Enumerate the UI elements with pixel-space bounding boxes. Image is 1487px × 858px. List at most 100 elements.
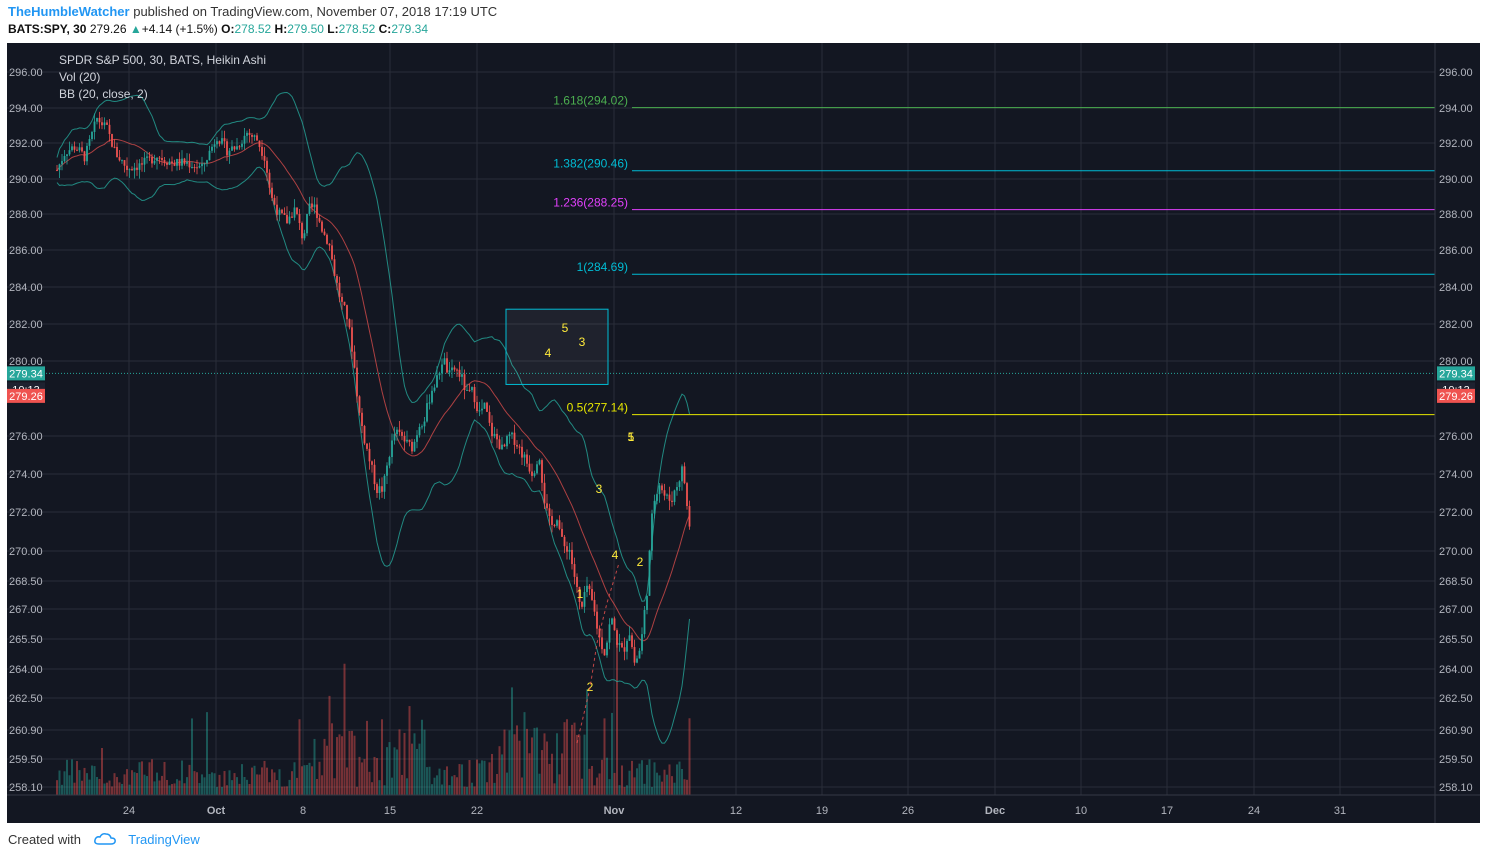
candle-body bbox=[631, 635, 633, 648]
fib-label: 1(284.69) bbox=[577, 260, 628, 274]
volume-bar bbox=[61, 784, 63, 795]
volume-bar bbox=[426, 767, 428, 795]
candle-body bbox=[118, 157, 121, 161]
candle-body bbox=[493, 433, 496, 437]
candle-body bbox=[81, 147, 83, 152]
volume-bar bbox=[128, 784, 131, 795]
volume-bar bbox=[66, 759, 68, 795]
price-chart[interactable]: 1.618(294.02) 1.382(290.46) 1.236(288.25) 1… bbox=[7, 43, 1480, 823]
candle-body bbox=[576, 576, 578, 587]
candle-body bbox=[558, 520, 561, 529]
volume-bar bbox=[413, 733, 416, 795]
prev-price-tag-left: 279.26 bbox=[9, 391, 43, 403]
y-tick-label-left: 262.50 bbox=[9, 693, 43, 705]
y-tick-label-left: 292.00 bbox=[9, 138, 43, 150]
volume-bar bbox=[678, 761, 681, 795]
volume-bar bbox=[133, 772, 136, 795]
volume-bar bbox=[83, 767, 86, 795]
volume-bar bbox=[666, 774, 668, 795]
tradingview-link[interactable]: TradingView bbox=[128, 832, 200, 847]
volume-bar bbox=[401, 774, 403, 795]
candle-body bbox=[421, 426, 423, 428]
candle-body bbox=[173, 163, 176, 166]
volume-bar bbox=[548, 763, 551, 795]
candle-body bbox=[368, 448, 371, 462]
candle-body bbox=[256, 135, 258, 141]
volume-bar bbox=[271, 769, 273, 795]
candle-body bbox=[588, 585, 591, 590]
candle-body bbox=[443, 358, 446, 365]
candle-body bbox=[651, 513, 653, 551]
y-tick-label-right: 286.00 bbox=[1439, 245, 1473, 257]
x-tick-label: 24 bbox=[1248, 805, 1260, 817]
volume-bar bbox=[486, 782, 488, 795]
volume-bar bbox=[131, 770, 133, 795]
volume-bar bbox=[383, 785, 386, 795]
price-tag-left: 279.34 bbox=[9, 368, 43, 380]
candle-body bbox=[473, 387, 476, 403]
candle-body bbox=[488, 411, 491, 423]
candle-body bbox=[503, 444, 506, 447]
volume-bar bbox=[661, 781, 663, 795]
candle-body bbox=[543, 482, 546, 504]
volume-bar bbox=[438, 768, 441, 795]
low-label: L: bbox=[327, 22, 339, 36]
candle-body bbox=[378, 486, 381, 493]
x-tick-label: 22 bbox=[471, 805, 483, 817]
volume-bar bbox=[171, 784, 173, 795]
volume-bar bbox=[116, 777, 118, 795]
volume-bar bbox=[303, 765, 306, 795]
volume-bar bbox=[58, 770, 61, 795]
volume-bar bbox=[668, 764, 671, 795]
volume-bar bbox=[98, 778, 101, 795]
volume-bar bbox=[421, 719, 423, 795]
volume-bar bbox=[306, 764, 308, 795]
volume-bar bbox=[523, 712, 526, 795]
candle-body bbox=[253, 135, 256, 137]
candle-body bbox=[288, 216, 291, 224]
open-label: O: bbox=[221, 22, 235, 36]
volume-bar bbox=[211, 772, 213, 795]
candle-body bbox=[101, 122, 103, 126]
volume-bar bbox=[491, 753, 493, 795]
author-link[interactable]: TheHumbleWatcher bbox=[8, 4, 130, 19]
fibonacci-levels: 1.618(294.02) 1.382(290.46) 1.236(288.25) 1… bbox=[553, 94, 1435, 416]
candle-body bbox=[171, 161, 173, 164]
volume-bar bbox=[526, 728, 528, 795]
y-tick-label-right: 276.00 bbox=[1439, 431, 1473, 443]
volume-bar bbox=[166, 779, 168, 795]
candlesticks bbox=[56, 111, 691, 666]
volume-bar bbox=[468, 760, 471, 795]
candle-body bbox=[641, 634, 643, 651]
candle-body bbox=[486, 402, 488, 412]
volume-bar bbox=[576, 734, 578, 795]
y-tick-label-right: 268.50 bbox=[1439, 576, 1473, 588]
volume-bar bbox=[671, 776, 673, 795]
candle-body bbox=[141, 163, 143, 165]
volume-bar bbox=[543, 733, 546, 795]
candle-body bbox=[616, 630, 618, 645]
y-tick-label-right: 282.00 bbox=[1439, 319, 1473, 331]
y-tick-label-left: 264.00 bbox=[9, 664, 43, 676]
candle-body bbox=[466, 389, 468, 391]
candle-body bbox=[56, 170, 58, 171]
candle-body bbox=[518, 446, 521, 448]
candle-body bbox=[591, 589, 593, 600]
volume-bar bbox=[398, 729, 401, 795]
candle-body bbox=[578, 586, 581, 602]
candle-body bbox=[103, 122, 106, 126]
volume-bar bbox=[348, 731, 351, 795]
candle-body bbox=[361, 412, 363, 427]
candle-body bbox=[573, 564, 576, 577]
volume-bar bbox=[156, 772, 158, 795]
candle-body bbox=[646, 595, 648, 610]
y-tick-label-left: 280.00 bbox=[9, 356, 43, 368]
candle-body bbox=[371, 461, 373, 465]
y-tick-label-right: 270.00 bbox=[1439, 546, 1473, 558]
low-value: 278.52 bbox=[338, 22, 376, 36]
candle-body bbox=[243, 135, 246, 144]
volume-bar bbox=[346, 767, 348, 795]
volume-bar bbox=[556, 733, 558, 795]
candle-body bbox=[351, 327, 353, 352]
